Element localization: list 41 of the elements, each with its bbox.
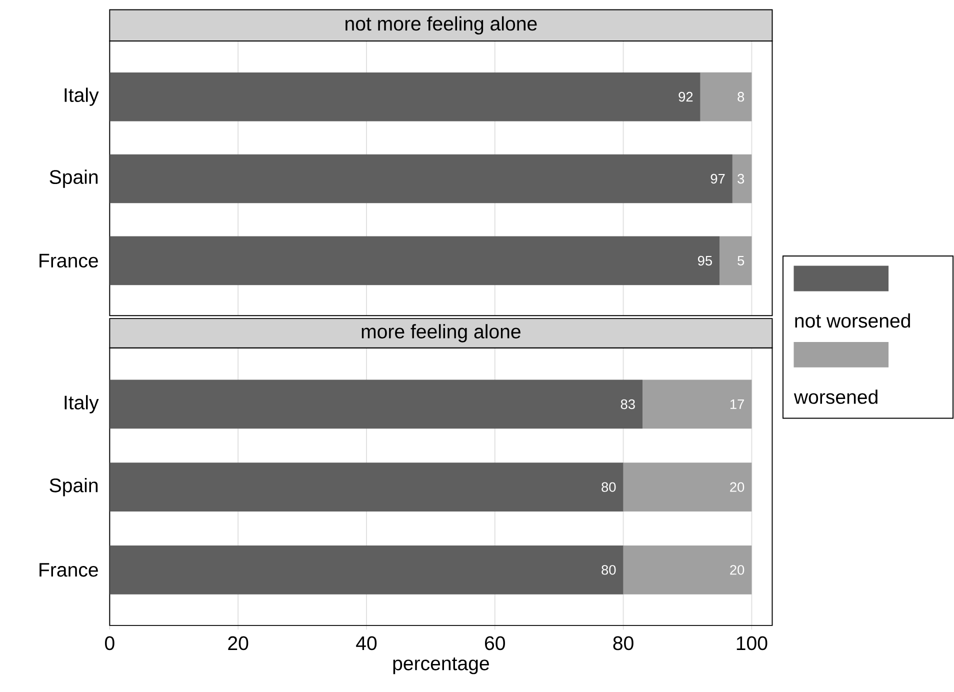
bar — [700, 72, 752, 122]
legend-label: not worsened — [795, 313, 910, 328]
chart-title: more feeling alone — [362, 324, 520, 342]
bar — [732, 154, 752, 204]
data-label: 5 — [738, 256, 744, 266]
bar — [110, 462, 624, 512]
data-label: 83 — [620, 399, 635, 410]
bar — [110, 236, 720, 286]
y-tick-label: Italy — [64, 395, 99, 414]
data-label: 20 — [730, 482, 744, 492]
x-tick-label: 80 — [613, 636, 634, 650]
chart-title: not more feeling alone — [346, 16, 537, 35]
bar — [642, 380, 752, 429]
x-tick-label: 100 — [736, 636, 768, 650]
x-tick-label: 60 — [485, 636, 505, 650]
data-label: 17 — [730, 400, 744, 409]
bar — [623, 462, 752, 512]
x-tick-label: 20 — [228, 636, 248, 650]
data-label: 92 — [678, 92, 693, 102]
bar — [110, 546, 624, 594]
y-tick-label: Spain — [50, 478, 98, 496]
legend-label: worsened — [794, 390, 878, 404]
data-label: 20 — [730, 565, 744, 575]
bar — [110, 380, 643, 429]
bar — [720, 236, 752, 286]
x-tick-label: 40 — [356, 636, 377, 650]
data-label: 3 — [738, 174, 744, 184]
x-tick-label: 0 — [105, 636, 114, 650]
data-label: 97 — [710, 174, 725, 184]
data-label: 80 — [602, 482, 616, 492]
data-label: 95 — [698, 256, 712, 266]
bar — [623, 546, 752, 594]
y-tick-label: France — [40, 254, 98, 268]
bar — [110, 72, 700, 122]
bar — [110, 154, 732, 204]
y-tick-label: Italy — [64, 88, 99, 106]
y-tick-label: France — [40, 563, 98, 577]
x-axis-title: percentage — [393, 658, 489, 674]
data-label: 8 — [738, 92, 744, 102]
y-tick-label: Spain — [50, 170, 98, 188]
data-label: 80 — [602, 565, 616, 575]
